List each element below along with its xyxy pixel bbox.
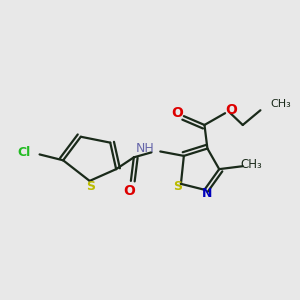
Text: O: O [124, 184, 135, 198]
Text: NH: NH [136, 142, 154, 155]
Text: CH₃: CH₃ [241, 158, 262, 171]
Text: N: N [202, 187, 212, 200]
Text: CH₃: CH₃ [271, 99, 292, 110]
Text: O: O [171, 106, 183, 120]
Text: O: O [226, 103, 238, 117]
Text: Cl: Cl [17, 146, 31, 159]
Text: S: S [173, 180, 182, 193]
Text: S: S [87, 180, 96, 193]
